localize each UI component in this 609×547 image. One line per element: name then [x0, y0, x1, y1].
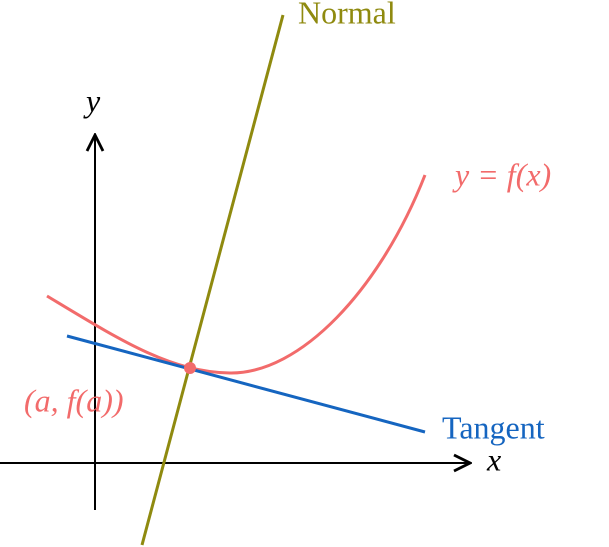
tangent-line: [66, 334, 426, 434]
tangent-label: Tangent: [442, 409, 545, 445]
point-label: (a, f(a)): [24, 382, 124, 418]
point: [184, 362, 196, 374]
normal-line: [140, 14, 285, 546]
curve-label: y = f(x): [452, 156, 551, 192]
curve: [46, 174, 427, 375]
normal-label: Normal: [298, 0, 396, 30]
x-axis-label: x: [486, 441, 501, 477]
y-axis-label: y: [83, 82, 101, 118]
